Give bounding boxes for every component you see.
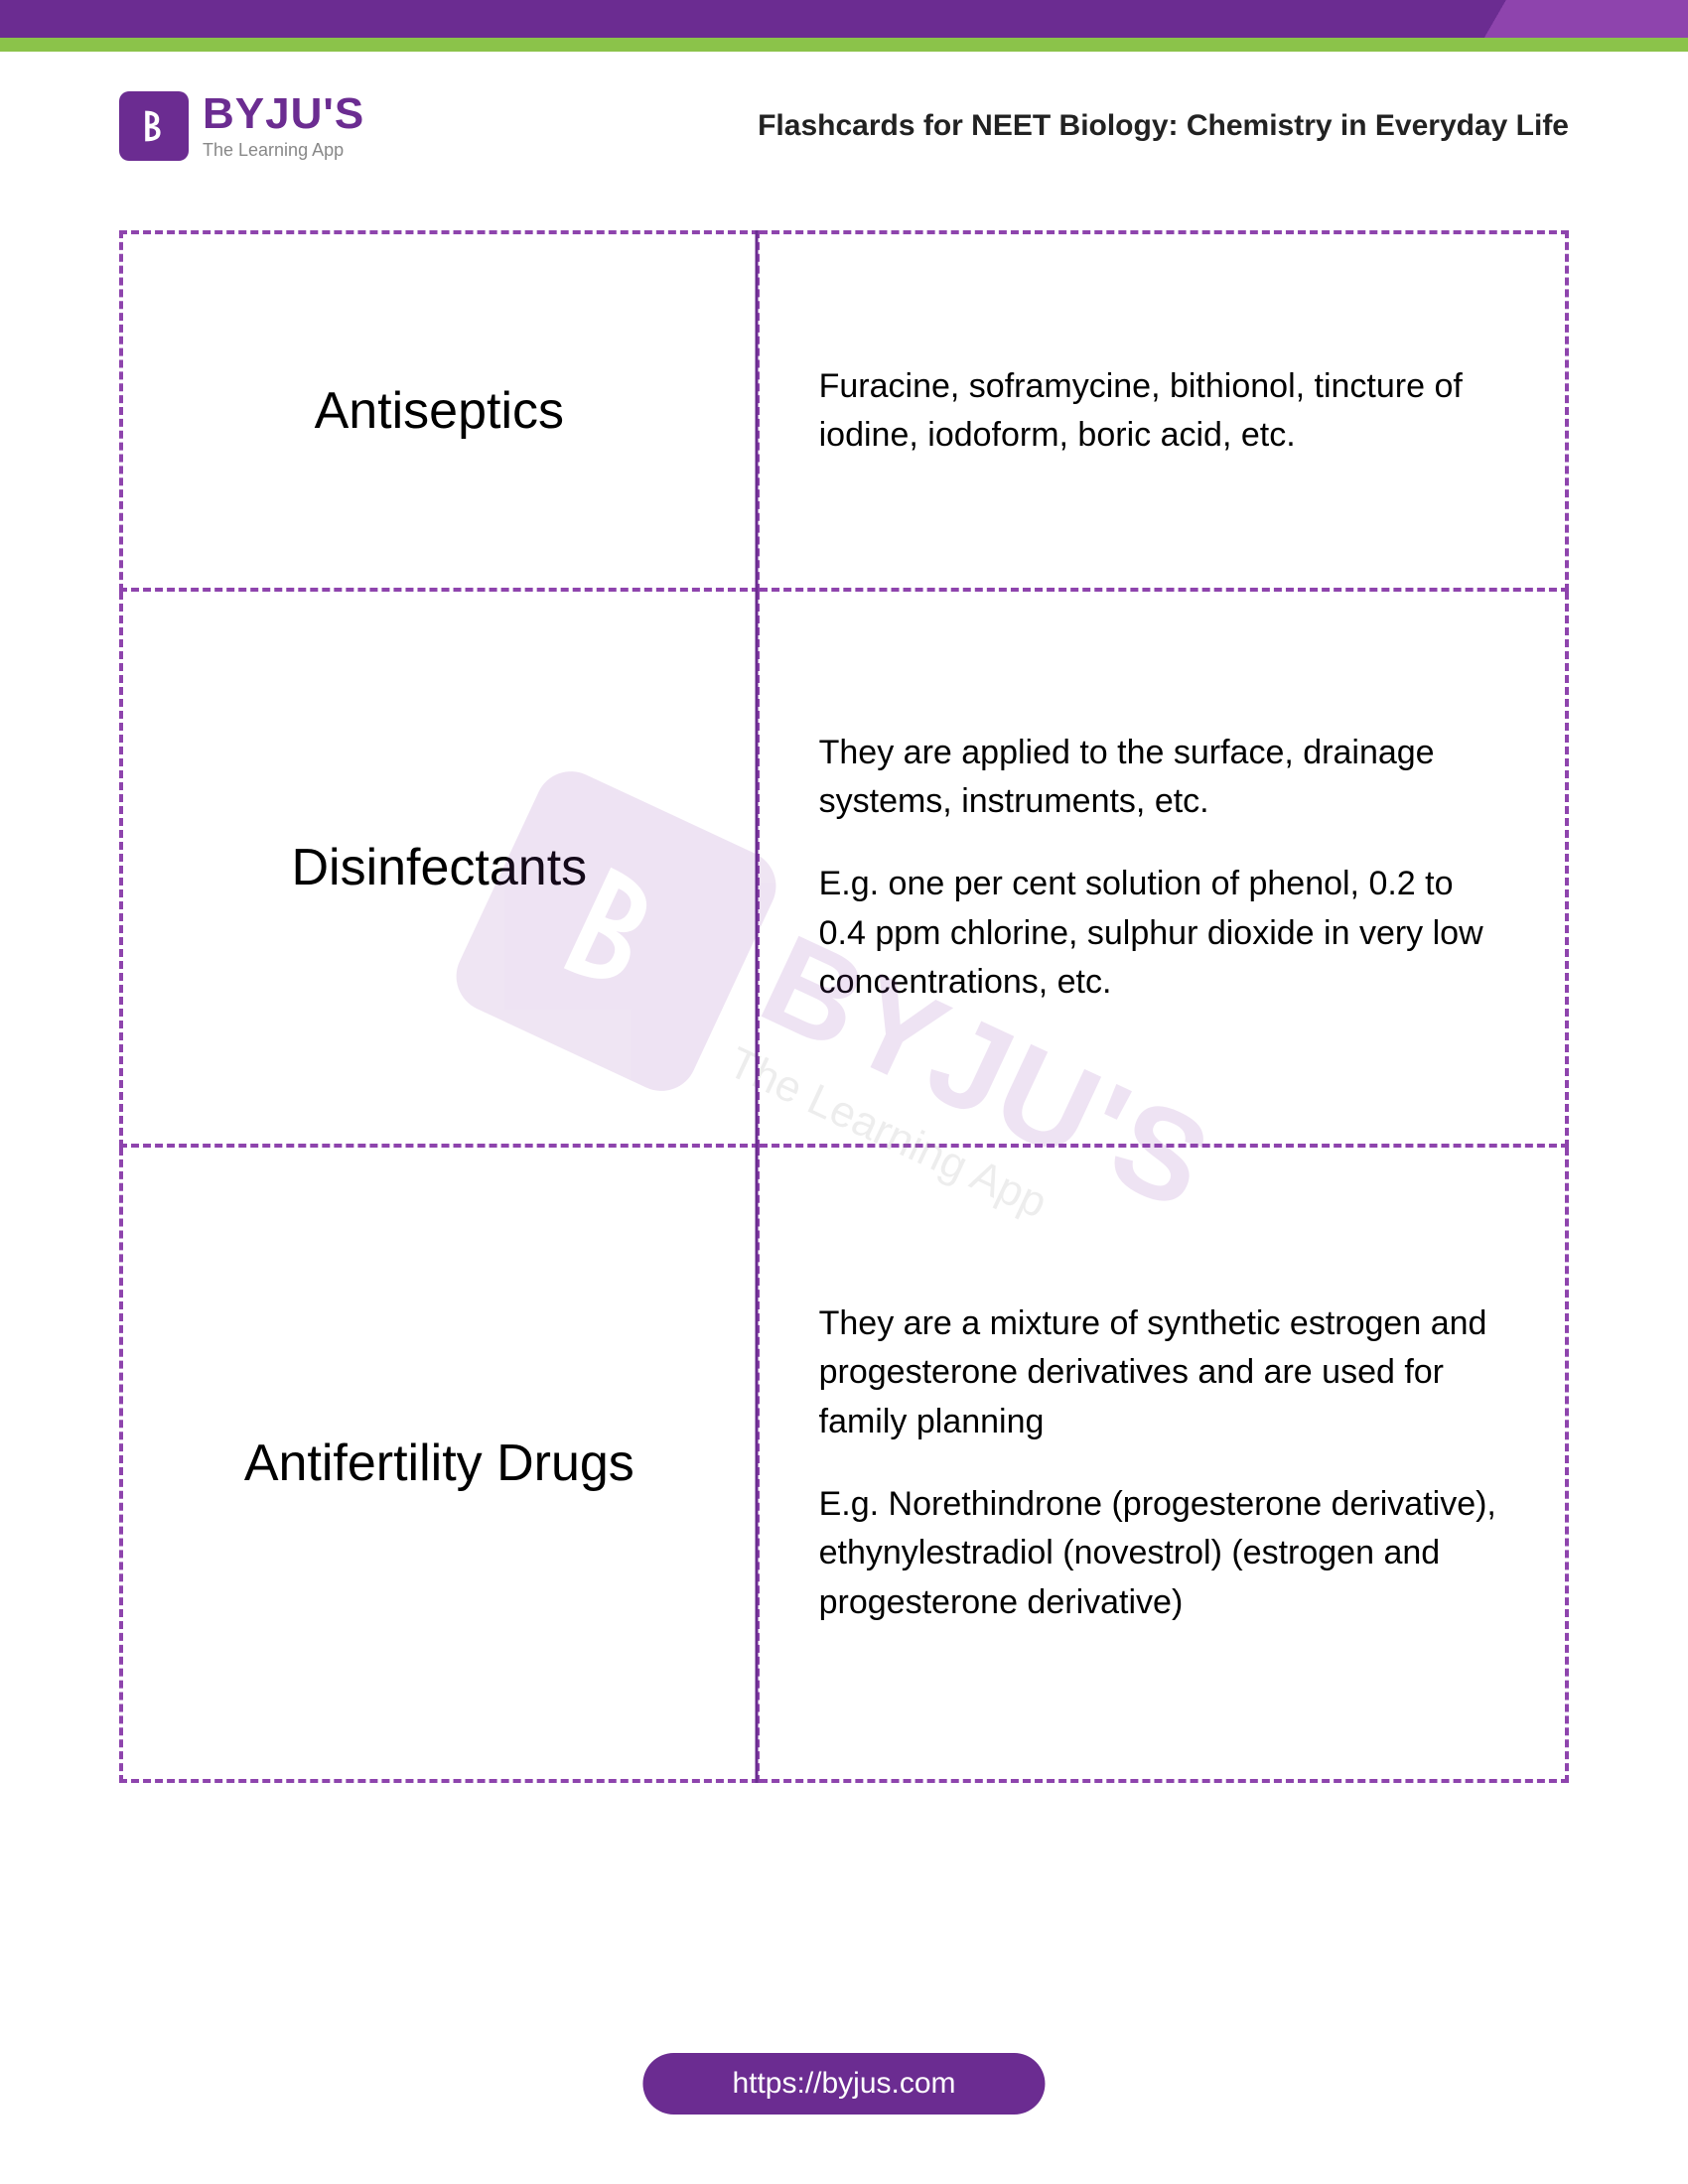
flashcard-definition: Furacine, soframycine, bithionol, tinctu… — [758, 232, 1567, 590]
page-header: BYJU'S The Learning App Flashcards for N… — [0, 52, 1688, 191]
flashcard-table-wrap: BYJU'S The Learning App AntisepticsFurac… — [119, 230, 1569, 1783]
flashcard-definition: They are applied to the surface, drainag… — [758, 590, 1567, 1146]
green-accent-bar — [0, 38, 1688, 52]
page-title: Flashcards for NEET Biology: Chemistry i… — [758, 109, 1569, 143]
flashcard-table: Antiseptics Furacine, soframycine, bithio… — [119, 230, 1569, 1783]
top-purple-bar — [0, 0, 1688, 38]
table-row: Antiseptics Furacine, soframycine, bithio… — [121, 232, 1567, 590]
flashcard-term: Antifertility Drugs — [121, 1146, 758, 1781]
logo-text: BYJU'S The Learning App — [203, 92, 364, 161]
definition-paragraph: Furacine, soframycine, bithionol, tinctu… — [819, 362, 1505, 461]
definition-paragraph: They are applied to the surface, drainag… — [819, 729, 1505, 827]
table-row: Antifertility Drugs They are a mixture of… — [121, 1146, 1567, 1781]
table-row: Disinfectants They are applied to the sur… — [121, 590, 1567, 1146]
definition-paragraph: E.g. Norethindrone (progesterone derivat… — [819, 1480, 1505, 1627]
footer-url-pill: https://byjus.com — [642, 2053, 1045, 2115]
brand-tagline: The Learning App — [203, 140, 364, 161]
logo-block: BYJU'S The Learning App — [119, 91, 364, 161]
footer-url: https://byjus.com — [732, 2067, 955, 2100]
definition-paragraph: They are a mixture of synthetic estrogen… — [819, 1299, 1505, 1446]
flashcard-term: Antiseptics — [121, 232, 758, 590]
b-glyph-icon — [132, 104, 176, 148]
flashcard-term: Disinfectants — [121, 590, 758, 1146]
flashcard-definition: They are a mixture of synthetic estrogen… — [758, 1146, 1567, 1781]
definition-paragraph: E.g. one per cent solution of phenol, 0.… — [819, 860, 1505, 1007]
center-divider — [756, 230, 759, 1783]
brand-name: BYJU'S — [203, 92, 364, 136]
logo-icon — [119, 91, 189, 161]
